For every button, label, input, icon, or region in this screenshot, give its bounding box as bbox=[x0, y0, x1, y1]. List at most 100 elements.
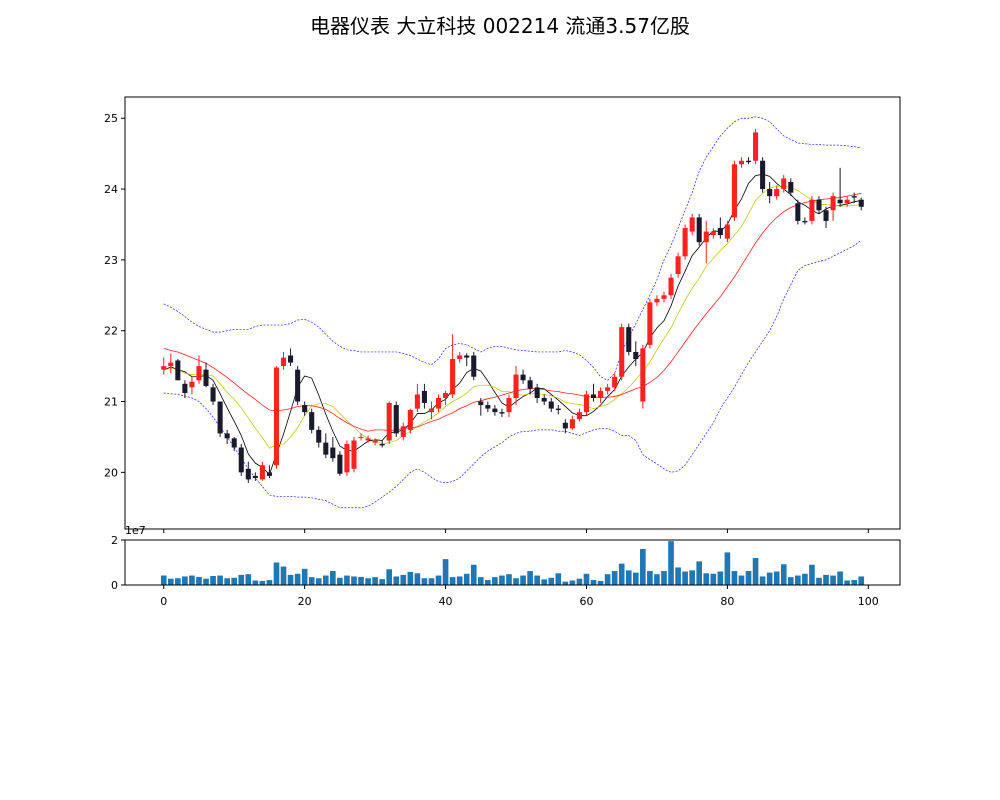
volume-bar bbox=[597, 580, 604, 585]
candle bbox=[231, 436, 237, 452]
ma-line-2 bbox=[163, 192, 862, 432]
candle-body bbox=[661, 295, 667, 299]
price-panel-frame bbox=[124, 96, 901, 530]
volume-bar bbox=[160, 575, 167, 585]
price-y-tick-label: 25 bbox=[104, 112, 118, 125]
x-axis: 0 20 40 60 80 100 bbox=[160, 585, 879, 608]
candle-body bbox=[224, 433, 230, 439]
candle bbox=[259, 461, 265, 481]
volume-bar bbox=[745, 571, 752, 585]
volume-bar bbox=[802, 573, 808, 585]
candle bbox=[661, 291, 667, 303]
candle bbox=[640, 344, 646, 409]
candle bbox=[562, 419, 568, 434]
volume-bar bbox=[830, 575, 836, 585]
candle bbox=[323, 433, 329, 459]
candle-body bbox=[506, 397, 512, 413]
candle-body bbox=[844, 199, 850, 204]
candle-body bbox=[576, 412, 582, 420]
candle-body bbox=[252, 475, 258, 479]
candle bbox=[365, 435, 371, 443]
candle bbox=[619, 323, 625, 381]
candle-body bbox=[668, 277, 674, 296]
candle bbox=[168, 353, 174, 374]
volume-bar bbox=[513, 578, 519, 585]
candle-body bbox=[372, 440, 378, 443]
candle bbox=[633, 341, 639, 367]
candle-body bbox=[231, 438, 237, 448]
candle bbox=[379, 440, 385, 448]
candle bbox=[414, 383, 420, 413]
candle bbox=[767, 181, 773, 204]
candle bbox=[386, 401, 392, 445]
candle-body bbox=[203, 369, 209, 386]
volume-panel-frame bbox=[124, 539, 901, 586]
candle-body bbox=[696, 217, 702, 243]
candle-body bbox=[175, 360, 181, 381]
volume-bar bbox=[175, 578, 181, 585]
candle bbox=[330, 436, 336, 462]
price-y-tick-label: 21 bbox=[104, 396, 118, 409]
candle bbox=[372, 438, 378, 446]
volume-bar bbox=[414, 573, 421, 585]
candle bbox=[731, 160, 737, 221]
price-y-axis: 20 21 22 23 24 25 bbox=[104, 112, 125, 479]
volume-bar bbox=[330, 571, 336, 585]
candle bbox=[182, 380, 188, 398]
candle bbox=[696, 213, 702, 246]
candle-body bbox=[583, 394, 590, 413]
candle-body bbox=[520, 374, 526, 381]
candle-body bbox=[534, 387, 540, 398]
candle bbox=[457, 351, 463, 363]
candle bbox=[781, 174, 787, 193]
candle bbox=[393, 401, 399, 437]
volume-bar bbox=[189, 575, 195, 585]
volume-y-tick-label: 2 bbox=[111, 534, 118, 547]
candle-body bbox=[654, 298, 660, 303]
moving-average-lines bbox=[163, 173, 862, 476]
candle-body bbox=[513, 374, 519, 398]
candle-body bbox=[288, 355, 294, 363]
volume-bar bbox=[562, 581, 569, 585]
volume-bar bbox=[590, 580, 597, 585]
candle bbox=[189, 376, 195, 395]
volume-bar bbox=[428, 578, 435, 585]
volume-y-tick-label: 0 bbox=[111, 579, 118, 592]
candle bbox=[753, 128, 759, 165]
candle bbox=[435, 394, 442, 413]
volume-bar bbox=[541, 579, 548, 585]
volume-bar bbox=[710, 573, 717, 585]
candle bbox=[837, 167, 843, 207]
volume-bar bbox=[837, 571, 843, 585]
candle-body bbox=[499, 412, 505, 414]
volume-bar bbox=[640, 549, 646, 585]
candle bbox=[492, 405, 498, 416]
candle-body bbox=[555, 408, 561, 411]
candle-body bbox=[259, 465, 265, 480]
candle-body bbox=[647, 302, 653, 345]
volume-bar bbox=[407, 571, 414, 585]
candle-body bbox=[753, 132, 759, 161]
candle-body bbox=[379, 444, 385, 446]
candle bbox=[337, 451, 343, 476]
volume-bar bbox=[731, 571, 738, 585]
candle-body bbox=[809, 199, 815, 221]
candle-body bbox=[731, 164, 737, 218]
candle bbox=[590, 383, 597, 402]
candle bbox=[506, 394, 512, 418]
volume-bar bbox=[611, 571, 618, 585]
volume-bar bbox=[717, 571, 724, 585]
candle-body bbox=[443, 393, 449, 398]
candle-body bbox=[548, 401, 554, 409]
volume-scale-label: 1e7 bbox=[125, 524, 146, 537]
volume-bar bbox=[682, 571, 688, 585]
volume-bar bbox=[238, 574, 245, 585]
candle-body bbox=[689, 217, 695, 232]
candle-body bbox=[280, 357, 287, 367]
ma-line-1 bbox=[163, 185, 862, 449]
volume-bar bbox=[858, 576, 865, 585]
candle bbox=[499, 408, 505, 418]
candle-body bbox=[393, 405, 399, 434]
candle bbox=[520, 369, 526, 384]
volume-bar bbox=[245, 574, 252, 585]
